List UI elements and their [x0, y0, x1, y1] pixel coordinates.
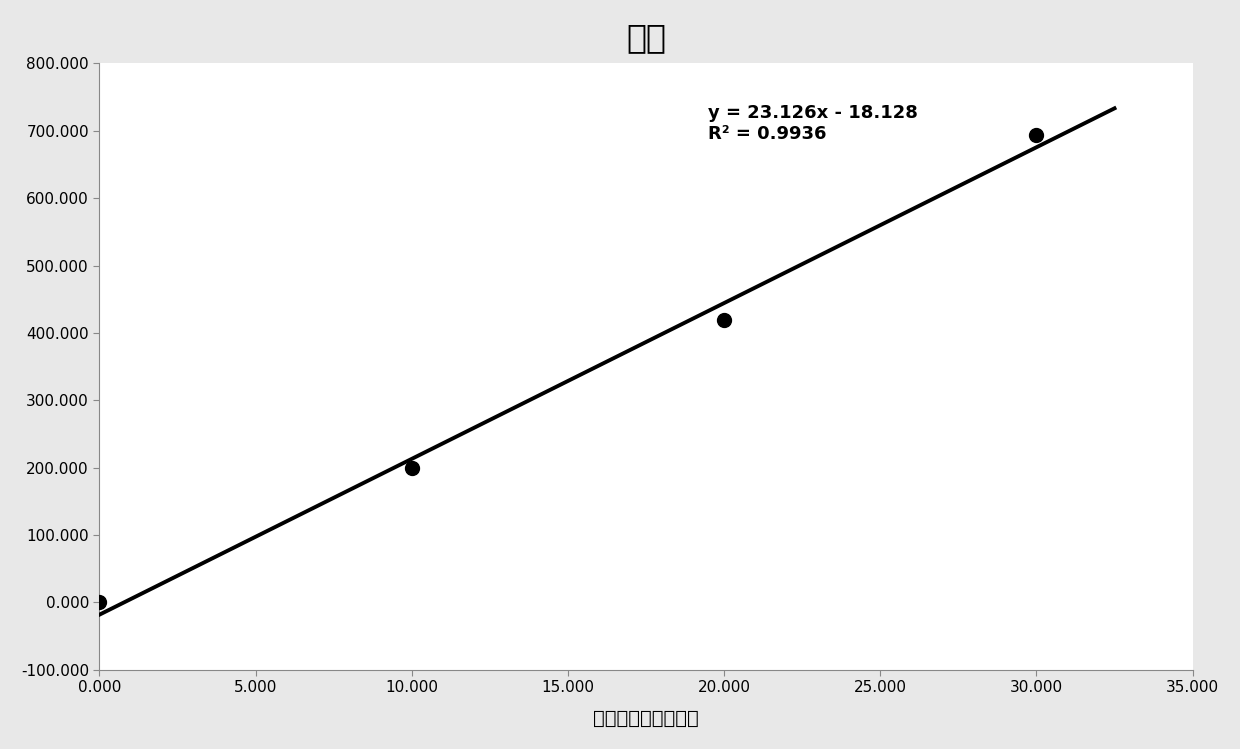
- Point: [402, 461, 422, 473]
- Title: 面积: 面积: [626, 21, 666, 54]
- Point: [1027, 129, 1047, 141]
- Point: [714, 314, 734, 326]
- Text: y = 23.126x - 18.128
R² = 0.9936: y = 23.126x - 18.128 R² = 0.9936: [708, 104, 919, 143]
- X-axis label: 高效氯氟氯菊酯含量: 高效氯氟氯菊酯含量: [593, 709, 699, 728]
- Point: [89, 596, 109, 608]
